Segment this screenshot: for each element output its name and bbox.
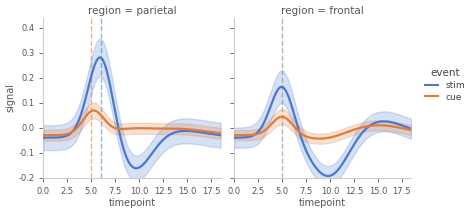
Title: region = parietal: region = parietal — [88, 6, 176, 16]
Title: region = frontal: region = frontal — [282, 6, 364, 16]
Legend: stim, cue: stim, cue — [421, 65, 469, 105]
X-axis label: timepoint: timepoint — [299, 198, 346, 208]
Y-axis label: signal: signal — [6, 83, 16, 112]
X-axis label: timepoint: timepoint — [109, 198, 155, 208]
